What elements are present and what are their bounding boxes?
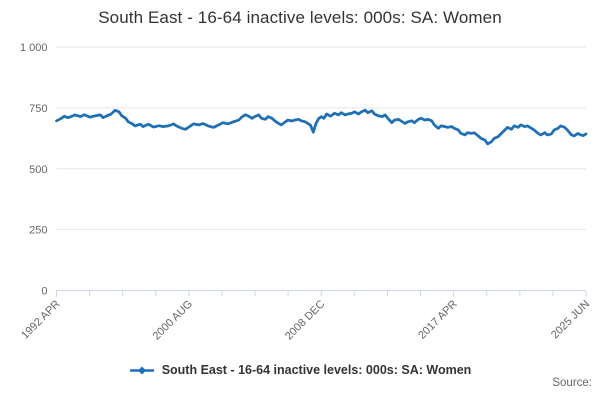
- legend-line-marker-icon: [129, 364, 155, 377]
- x-axis-tick-label: 2008 DEC: [283, 298, 327, 342]
- x-axis-tick-label: 1992 APR: [19, 298, 63, 342]
- legend-marker-svg: [129, 366, 154, 374]
- legend-item[interactable]: South East - 16-64 inactive levels: 000s…: [0, 363, 600, 377]
- y-axis-tick-label: 250: [29, 225, 47, 237]
- legend-marker-diamond: [137, 366, 146, 374]
- x-axis-tick-label: 2025 JUN: [549, 298, 592, 341]
- y-axis-tick-label: 750: [29, 103, 47, 115]
- y-axis-tick-label: 0: [41, 286, 47, 298]
- x-axis-tick-label: 2017 APR: [416, 298, 460, 342]
- source-label: Source:: [552, 377, 592, 389]
- y-axis-tick-label: 500: [29, 164, 47, 176]
- legend-label: South East - 16-64 inactive levels: 000s…: [161, 363, 472, 377]
- x-axis-tick-label: 2000 AUG: [151, 298, 195, 342]
- y-axis-tick-label: 1 000: [20, 42, 48, 54]
- series-line[interactable]: [55, 108, 588, 146]
- plot-area: 0 250 500 750 1 000 1992 APR 2000 AUG 2008 DEC 2…: [19, 42, 592, 343]
- chart-title: South East - 16-64 inactive levels: 000s…: [98, 8, 502, 27]
